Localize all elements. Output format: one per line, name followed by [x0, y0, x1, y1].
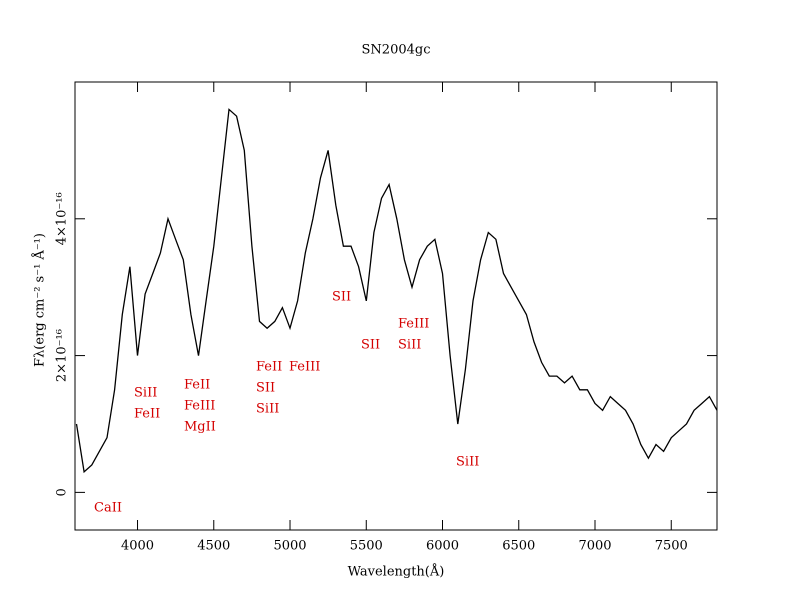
x-tick-label: 4000	[121, 539, 154, 554]
x-tick-label: 6000	[426, 539, 459, 554]
x-tick-label: 5000	[273, 539, 306, 554]
annotation: CaII	[94, 501, 122, 516]
annotation: FeII	[184, 378, 210, 393]
x-tick-label: 5500	[350, 539, 383, 554]
annotation: SiII	[134, 386, 157, 401]
annotation: SiII	[256, 402, 279, 417]
annotation: FeIII	[289, 360, 320, 375]
annotation: SII	[256, 381, 275, 396]
annotation: SiII	[398, 338, 421, 353]
y-axis-label: Fλ(erg cm⁻² s⁻¹ Å⁻¹)	[32, 233, 48, 367]
annotation: SII	[332, 290, 351, 305]
x-tick-label: 7500	[655, 539, 688, 554]
spectrum-line	[75, 108, 718, 474]
annotation: FeIII	[184, 399, 215, 414]
annotation: SiII	[456, 455, 479, 470]
chart-title: SN2004gc	[362, 43, 431, 58]
y-tick-label: 0	[55, 488, 70, 496]
y-tick-label: 2×10⁻¹⁶	[55, 329, 70, 382]
x-tick-label: 4500	[197, 539, 230, 554]
annotation: FeII	[134, 407, 160, 422]
x-axis-label: Wavelength(Å)	[348, 564, 445, 580]
annotation: MgII	[184, 420, 216, 435]
plot-frame	[74, 81, 718, 531]
annotation: FeIII	[398, 317, 429, 332]
y-tick-label: 4×10⁻¹⁶	[55, 192, 70, 245]
x-tick-label: 7000	[578, 539, 611, 554]
x-tick-label: 6500	[502, 539, 535, 554]
annotation: SII	[361, 338, 380, 353]
annotation: FeII	[256, 360, 282, 375]
